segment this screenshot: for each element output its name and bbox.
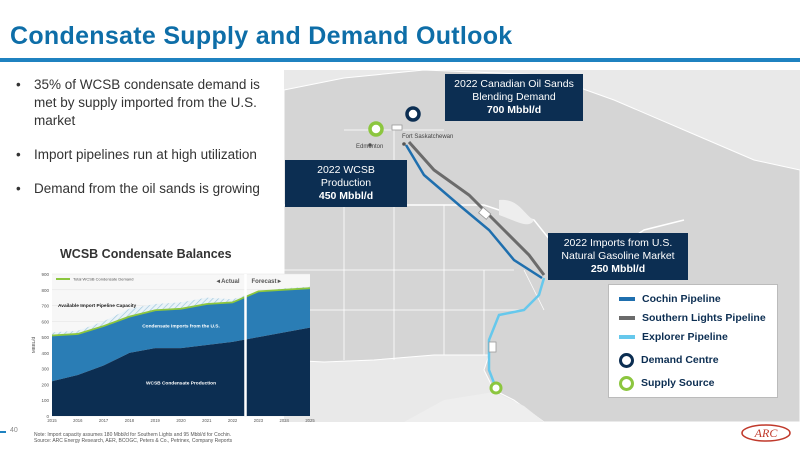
- city-dot-icon: [368, 143, 372, 147]
- callout-value: 700 Mbbl/d: [486, 104, 542, 116]
- footnote: Note: Import capacity assumes 180 Mbbl/d…: [34, 432, 334, 444]
- line-swatch-icon: [619, 316, 635, 320]
- actual-label: ◄Actual: [215, 279, 240, 285]
- footnote-line: Note: Import capacity assumes 180 Mbbl/d…: [34, 432, 232, 438]
- callout-text: 2022 WCSB Production: [317, 164, 375, 189]
- y-tick-label: 300: [41, 367, 49, 372]
- flow-arrow-icon: [478, 206, 492, 220]
- callout-value: 450 Mbbl/d: [318, 190, 374, 202]
- legend-label: Explorer Pipeline: [642, 331, 728, 343]
- y-tick-label: 200: [41, 382, 49, 387]
- legend-supply-source: Supply Source: [619, 375, 715, 391]
- legend-label: Cochin Pipeline: [642, 293, 721, 305]
- x-tick-label: 2020: [176, 418, 186, 423]
- legend-demand-centre: Demand Centre: [619, 352, 719, 368]
- city-label-edmonton: Edmonton: [356, 144, 384, 150]
- y-tick-label: 900: [41, 272, 49, 277]
- chart-svg: 0 100 200 300 400 500 600 700 800 900 2015 2016 2017…: [31, 272, 315, 423]
- ring-icon: [619, 352, 634, 368]
- bullet-dot-icon: •: [16, 147, 21, 162]
- y-tick-label: 800: [41, 288, 49, 293]
- title-underline: [0, 58, 800, 62]
- demand-centre-icon: [405, 106, 421, 122]
- bullet-list: • 35% of WCSB condensate demand is met by…: [14, 76, 284, 214]
- bullet-item: • Import pipelines run at high utilizatio…: [14, 146, 284, 164]
- city-label-fort-saskatchewan: Fort Saskatchewan: [402, 134, 454, 140]
- line-swatch-icon: [619, 335, 635, 339]
- cochin-pipeline: [404, 144, 543, 280]
- y-tick-label: 400: [41, 351, 49, 356]
- x-tick-label: 2018: [125, 418, 135, 423]
- x-tick-label: 2023: [254, 418, 264, 423]
- y-tick-label: 100: [41, 398, 49, 403]
- legend-explorer: Explorer Pipeline: [619, 330, 728, 344]
- x-tick-label: 2021: [202, 418, 212, 423]
- legend-southern-lights: Southern Lights Pipeline: [619, 311, 766, 325]
- callout-text: Natural Gasoline Market: [561, 250, 675, 262]
- callout-text: 2022 Canadian Oil Sands: [454, 78, 574, 90]
- x-tick-label: 2016: [73, 418, 83, 423]
- callout-us-imports: 2022 Imports from U.S. Natural Gasoline …: [548, 233, 688, 280]
- bullet-dot-icon: •: [16, 77, 21, 92]
- x-tick-label: 2022: [228, 418, 238, 423]
- y-tick-label: 0: [46, 414, 49, 419]
- legend-label: Supply Source: [641, 377, 715, 389]
- map-legend: Cochin Pipeline Southern Lights Pipeline…: [608, 284, 778, 398]
- flow-arrow-icon: [391, 124, 403, 131]
- supply-source-icon: [489, 381, 503, 395]
- y-tick-label: 700: [41, 304, 49, 309]
- supply-source-icon: [368, 121, 384, 137]
- legend-label: Demand Centre: [641, 354, 719, 366]
- legend-cochin: Cochin Pipeline: [619, 292, 721, 306]
- y-tick-label: 500: [41, 335, 49, 340]
- bullet-item: • 35% of WCSB condensate demand is met by…: [14, 76, 284, 130]
- condensate-balance-chart: 0 100 200 300 400 500 600 700 800 900 2015 2016 2017…: [28, 268, 324, 430]
- ring-icon: [619, 375, 634, 391]
- arc-logo-icon: ARC: [741, 424, 791, 442]
- callout-wcsb-production: 2022 WCSB Production 450 Mbbl/d: [285, 160, 407, 207]
- page-title: Condensate Supply and Demand Outlook: [10, 22, 513, 50]
- page-number-bar: [0, 431, 6, 433]
- annotation-imports: Condensate Imports from the U.S.: [142, 324, 220, 330]
- demand-line: [51, 287, 311, 337]
- callout-value: 250 Mbbl/d: [590, 263, 646, 275]
- annotation-capacity: Available Import Pipeline Capacity: [58, 303, 137, 309]
- x-tick-label: 2025: [305, 418, 315, 423]
- page-number: 40: [10, 427, 18, 434]
- callout-text: 2022 Imports from U.S.: [563, 237, 673, 249]
- legend-label: Total WCSB Condensate Demand: [73, 277, 133, 282]
- x-tick-label: 2024: [280, 418, 290, 423]
- callout-oil-sands-demand: 2022 Canadian Oil Sands Blending Demand …: [445, 74, 583, 121]
- x-tick-label: 2019: [151, 418, 161, 423]
- bullet-text: Demand from the oil sands is growing: [34, 181, 260, 196]
- footnote-line: Source: ARC Energy Research, AER, BCOGC,…: [34, 438, 233, 444]
- forecast-label: Forecast►: [252, 279, 283, 285]
- annotation-production: WCSB Condensate Production: [146, 380, 216, 386]
- y-tick-label: 600: [41, 319, 49, 324]
- arc-logo: ARC: [740, 422, 792, 442]
- map-graphic: [284, 70, 800, 422]
- svg-text:ARC: ARC: [754, 426, 779, 440]
- legend-label: Southern Lights Pipeline: [642, 312, 766, 324]
- callout-text: Blending Demand: [472, 91, 556, 103]
- bullet-item: • Demand from the oil sands is growing: [14, 180, 284, 198]
- city-dot-icon: [402, 142, 406, 146]
- x-tick-label: 2015: [47, 418, 57, 423]
- lake: [499, 199, 534, 225]
- x-tick-label: 2017: [99, 418, 109, 423]
- gulf-water: [404, 392, 544, 422]
- bullet-text: Import pipelines run at high utilization: [34, 147, 257, 162]
- chart-title: WCSB Condensate Balances: [60, 247, 232, 261]
- bullet-dot-icon: •: [16, 181, 21, 196]
- explorer-pipeline: [487, 277, 546, 389]
- flow-arrow-icon: [488, 341, 497, 353]
- y-axis-label: MBBL/d: [31, 337, 36, 354]
- bullet-text: 35% of WCSB condensate demand is met by …: [34, 77, 260, 128]
- pipeline-map: Edmonton Fort Saskatchewan: [284, 70, 800, 422]
- line-swatch-icon: [619, 297, 635, 301]
